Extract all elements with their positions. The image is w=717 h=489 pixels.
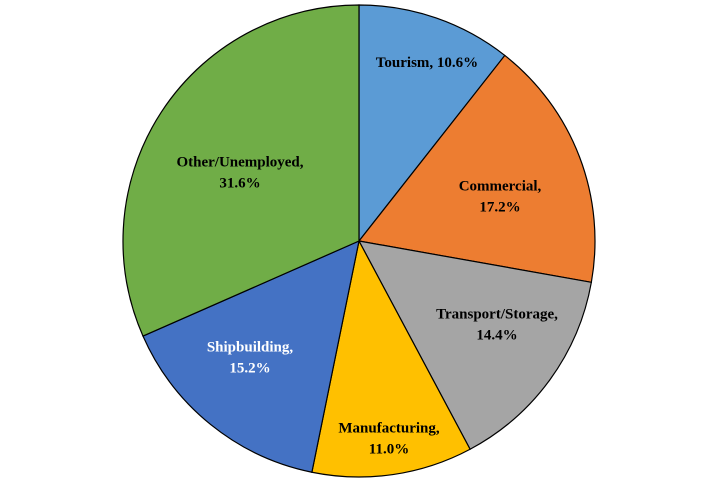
pie-labels: Tourism, 10.6% Commercial, 17.2% Transport/… xyxy=(176,55,558,458)
label-shipbuilding: Shipbuilding, 15.2% xyxy=(207,340,294,377)
pie-slices xyxy=(122,4,596,478)
slice-commercial xyxy=(357,54,596,284)
label-other-unemployed: Other/Unemployed, 31.6% xyxy=(176,155,303,192)
slice-transport-storage xyxy=(357,240,593,451)
slice-manufacturing xyxy=(311,239,471,478)
label-transport-storage: Transport/Storage, 14.4% xyxy=(436,307,558,344)
label-manufacturing: Manufacturing, 11.0% xyxy=(338,421,440,458)
slice-shipbuilding xyxy=(142,239,360,473)
slice-other-unemployed xyxy=(122,4,360,337)
slice-tourism xyxy=(358,4,506,243)
label-tourism: Tourism, 10.6% xyxy=(376,55,478,71)
label-commercial: Commercial, 17.2% xyxy=(459,179,542,216)
